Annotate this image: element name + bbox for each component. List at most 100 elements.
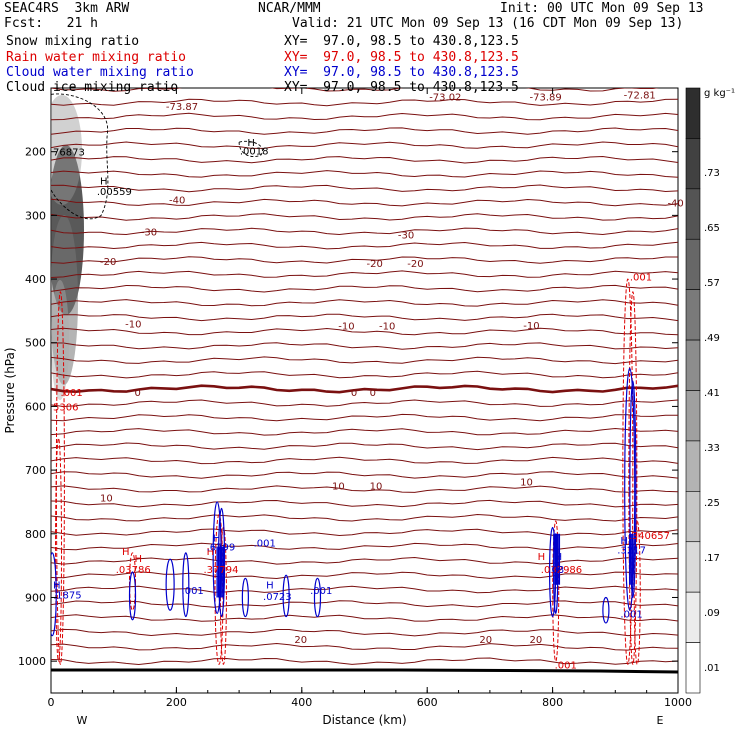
temperature-contour	[51, 399, 678, 408]
cloud-high-marker: H	[266, 581, 274, 592]
y-tick-label: 300	[25, 209, 46, 222]
colorbar: g kg⁻¹ .01 .09 .17 .25 .33 .41 .49 .57 .65 .73	[685, 87, 735, 694]
temperature-contours	[51, 88, 678, 666]
valid-time: Valid: 21 UTC Mon 09 Sep 13 (16 CDT Mon …	[292, 16, 684, 31]
temperature-contour	[51, 227, 678, 236]
colorbar-label: .01	[704, 663, 720, 674]
axes: 0 200 400 600 800 100020030040050060070080090…	[3, 88, 692, 727]
y-tick-label: 1000	[18, 655, 46, 668]
west-label: W	[77, 714, 88, 727]
field-rain-xy: XY= 97.0, 98.5 to 430.8,123.5	[284, 50, 519, 65]
ice-label: 76873	[53, 148, 85, 159]
x-tick-label: 800	[542, 696, 563, 709]
temperature-contour	[51, 270, 678, 278]
cloud-water-contour	[51, 552, 57, 637]
temperature-label: -30	[398, 230, 414, 241]
institution: NCAR/MMM	[258, 1, 321, 16]
temperature-label: 10	[520, 478, 533, 489]
temperature-contour	[51, 585, 678, 594]
temperature-label: -40	[169, 195, 185, 206]
temperature-label: 0	[370, 388, 376, 399]
temperature-contour	[51, 198, 678, 207]
colorbar-label: .65	[704, 223, 720, 234]
cloud-water-contour	[624, 367, 636, 611]
colorbar-band	[685, 188, 701, 240]
temperature-contour	[51, 141, 678, 149]
colorbar-label: .33	[704, 443, 720, 454]
temperature-contour	[51, 370, 678, 379]
temperature-contour	[51, 485, 678, 493]
rain-high-marker: H	[122, 547, 130, 558]
colorbar-label: .49	[704, 333, 720, 344]
ice-label: .00559	[97, 187, 132, 198]
y-tick-label: 200	[25, 146, 46, 159]
temperature-contour	[51, 528, 678, 537]
temperature-label: -10	[338, 322, 354, 333]
temperature-contour	[51, 628, 678, 637]
temperature-label: -73.02	[429, 92, 461, 103]
temperature-contour	[51, 170, 678, 178]
temperature-contour	[51, 413, 678, 422]
rain-contour	[622, 278, 634, 665]
temperature-contour	[51, 614, 678, 622]
temperature-contour	[51, 642, 678, 651]
forecast-hour: Fcst: 21 h	[4, 16, 98, 31]
rain-label: .032986	[541, 565, 582, 576]
cloud-water-contour	[241, 577, 249, 618]
x-axis-title: Distance (km)	[322, 713, 406, 727]
cloud-label: .001	[182, 586, 204, 597]
colorbar-band	[685, 339, 701, 391]
temperature-label: -20	[367, 259, 383, 270]
cloud-label: .001	[310, 586, 332, 597]
temperature-contour	[51, 499, 678, 508]
freezing-level-contour	[51, 384, 678, 394]
temperature-label: -73.89	[530, 92, 562, 103]
colorbar-band	[685, 87, 701, 139]
colorbar-label: .17	[704, 553, 720, 564]
x-tick-label: 200	[166, 696, 187, 709]
model-title: SEAC4RS 3km ARW	[4, 1, 130, 16]
temperature-contour	[51, 313, 678, 322]
temperature-label: 20	[479, 635, 492, 646]
x-tick-label: 1000	[664, 696, 692, 709]
temperature-contour	[51, 213, 678, 221]
ice-label: .0018	[240, 146, 269, 157]
y-tick-label: 900	[25, 591, 46, 604]
rain-high-marker: H	[207, 547, 215, 558]
colorbar-label: .73	[704, 168, 720, 179]
temperature-label: 10	[332, 481, 345, 492]
cloud-water-contour	[602, 596, 610, 624]
temperature-contour	[51, 442, 678, 451]
x-tick-label: 0	[48, 696, 55, 709]
y-tick-label: 400	[25, 273, 46, 286]
cloud-label: .6799	[207, 543, 236, 554]
temperature-label: 20	[294, 635, 307, 646]
colorbar-band	[685, 541, 701, 593]
cloud-high-marker: H	[620, 536, 628, 547]
x-tick-label: 600	[417, 696, 438, 709]
temperature-label: -30	[141, 227, 157, 238]
temperature-contour	[51, 155, 678, 164]
temperature-contour	[51, 513, 678, 522]
rain-high-marker: H	[538, 552, 546, 563]
colorbar-label: .25	[704, 498, 720, 509]
cloud-high-marker: H	[53, 581, 61, 592]
rain-contours	[55, 278, 641, 665]
temperature-contour	[51, 112, 678, 121]
temperature-label: 20	[530, 635, 543, 646]
colorbar-band	[685, 238, 701, 290]
colorbar-band	[685, 390, 701, 442]
temperature-contour	[51, 571, 678, 580]
temperature-contour	[51, 600, 678, 608]
cloud-water-contour	[282, 574, 290, 618]
temperature-contour	[51, 342, 678, 350]
terrain-line	[51, 668, 679, 674]
temperature-label: -10	[523, 321, 539, 332]
colorbar-band	[685, 289, 701, 341]
cloud-water-contour	[182, 552, 190, 618]
rain-label: .03786	[116, 565, 151, 576]
colorbar-band	[685, 591, 701, 643]
y-tick-label: 800	[25, 528, 46, 541]
cloud-ice-contour	[238, 140, 263, 157]
